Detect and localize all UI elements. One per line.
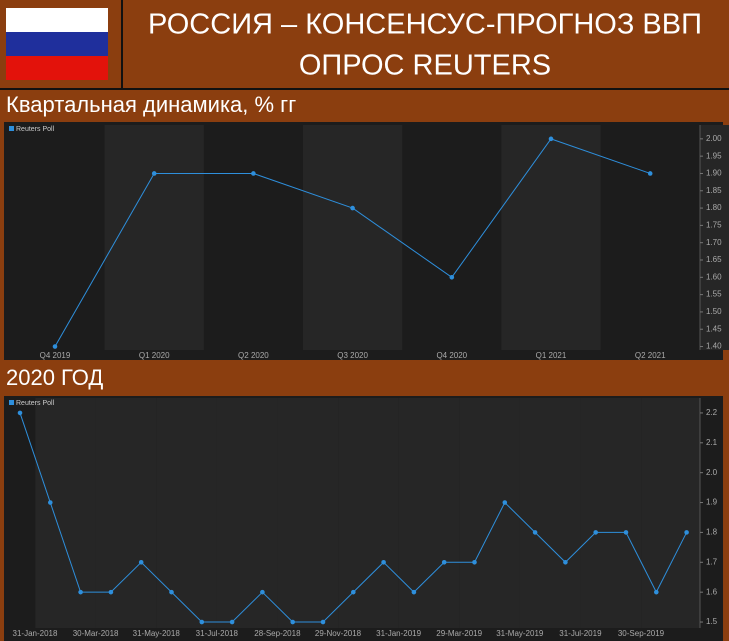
y-tick-label: 1.7 bbox=[706, 557, 718, 566]
x-tick-label: 29-Mar-2019 bbox=[436, 629, 482, 638]
legend-swatch bbox=[9, 126, 14, 131]
data-point bbox=[199, 619, 205, 625]
y-tick-label: 1.75 bbox=[706, 220, 722, 229]
data-point bbox=[684, 530, 689, 535]
band bbox=[104, 125, 204, 350]
flag-red bbox=[6, 56, 108, 80]
band bbox=[459, 398, 520, 628]
band bbox=[580, 398, 642, 628]
x-tick-label: Q2 2020 bbox=[238, 351, 269, 360]
y-tick-label: 1.8 bbox=[706, 528, 718, 537]
y-tick-label: 2.0 bbox=[706, 468, 718, 477]
data-point bbox=[532, 530, 538, 535]
section-title: Квартальная динамика, % гг bbox=[6, 92, 296, 117]
y-tick-label: 1.65 bbox=[706, 255, 722, 264]
band bbox=[398, 398, 460, 628]
data-point bbox=[350, 205, 355, 211]
data-point bbox=[502, 500, 508, 505]
data-point bbox=[472, 559, 477, 565]
x-tick-label: Q3 2020 bbox=[337, 351, 368, 360]
title: РОССИЯ – КОНСЕНСУС-ПРОГНОЗ ВВП bbox=[148, 9, 702, 41]
data-point bbox=[290, 619, 296, 625]
x-tick-label: 31-Jan-2019 bbox=[376, 629, 421, 638]
data-point bbox=[169, 589, 174, 595]
y-tick-label: 1.80 bbox=[706, 203, 722, 212]
data-point bbox=[138, 559, 144, 565]
data-point bbox=[647, 171, 653, 176]
x-tick-label: 31-May-2019 bbox=[496, 629, 544, 638]
y-tick-label: 1.5 bbox=[706, 617, 718, 626]
band bbox=[303, 125, 403, 350]
x-tick-label: 31-Jul-2018 bbox=[196, 629, 239, 638]
data-point bbox=[593, 530, 598, 535]
band bbox=[338, 398, 399, 628]
x-tick-label: 30-Mar-2018 bbox=[73, 629, 119, 638]
data-point bbox=[411, 589, 417, 595]
data-point bbox=[229, 619, 235, 625]
section-title: 2020 ГОД bbox=[6, 365, 103, 390]
legend-label: Reuters Poll bbox=[16, 400, 55, 407]
data-point bbox=[48, 500, 53, 505]
y-tick-label: 2.1 bbox=[706, 438, 718, 447]
data-point bbox=[623, 530, 629, 535]
data-point bbox=[548, 136, 554, 142]
y-tick-label: 1.90 bbox=[706, 169, 722, 178]
band bbox=[95, 398, 157, 628]
y-tick-label: 2.00 bbox=[706, 134, 722, 143]
x-tick-label: 29-Nov-2018 bbox=[315, 629, 362, 638]
x-tick-label: Q4 2019 bbox=[40, 351, 71, 360]
band bbox=[277, 398, 339, 628]
data-point bbox=[78, 589, 83, 595]
data-point bbox=[441, 559, 447, 565]
legend-swatch bbox=[9, 400, 14, 405]
flag bbox=[6, 8, 108, 80]
x-tick-label: 30-Sep-2019 bbox=[618, 629, 665, 638]
data-point bbox=[351, 589, 356, 595]
data-point bbox=[563, 559, 568, 565]
data-point bbox=[320, 619, 326, 625]
y-tick-label: 1.9 bbox=[706, 498, 718, 507]
y-tick-label: 1.95 bbox=[706, 151, 722, 160]
x-tick-label: 28-Sep-2018 bbox=[254, 629, 301, 638]
x-tick-label: 31-Jul-2019 bbox=[559, 629, 602, 638]
band bbox=[156, 398, 217, 628]
band bbox=[519, 398, 581, 628]
y-tick-label: 1.70 bbox=[706, 238, 722, 247]
x-tick-label: Q2 2021 bbox=[635, 351, 666, 360]
data-point bbox=[449, 275, 455, 280]
data-point bbox=[151, 171, 157, 176]
x-tick-label: 31-Jan-2018 bbox=[13, 629, 58, 638]
band bbox=[641, 398, 700, 628]
y-tick-label: 1.6 bbox=[706, 587, 718, 596]
y-tick-label: 1.45 bbox=[706, 324, 722, 333]
data-point bbox=[260, 589, 265, 595]
flag-blue bbox=[6, 32, 108, 56]
data-point bbox=[17, 410, 23, 416]
legend-label: Reuters Poll bbox=[16, 126, 55, 133]
band bbox=[501, 125, 601, 350]
data-point bbox=[52, 344, 58, 349]
x-tick-label: Q1 2020 bbox=[139, 351, 170, 360]
y-tick-label: 1.55 bbox=[706, 290, 722, 299]
flag-white bbox=[6, 8, 108, 32]
subtitle: ОПРОС REUTERS bbox=[299, 50, 551, 82]
data-point bbox=[654, 589, 659, 595]
band bbox=[699, 125, 729, 350]
band bbox=[216, 398, 278, 628]
y-tick-label: 1.40 bbox=[706, 342, 722, 351]
x-tick-label: 31-May-2018 bbox=[133, 629, 181, 638]
data-point bbox=[381, 559, 386, 565]
y-tick-label: 1.50 bbox=[706, 307, 722, 316]
data-point bbox=[108, 589, 114, 595]
y-tick-label: 2.2 bbox=[706, 408, 718, 417]
x-tick-label: Q1 2021 bbox=[536, 351, 567, 360]
y-tick-label: 1.85 bbox=[706, 186, 722, 195]
x-tick-label: Q4 2020 bbox=[436, 351, 467, 360]
data-point bbox=[251, 171, 256, 176]
y-tick-label: 1.60 bbox=[706, 272, 722, 281]
band bbox=[35, 398, 96, 628]
